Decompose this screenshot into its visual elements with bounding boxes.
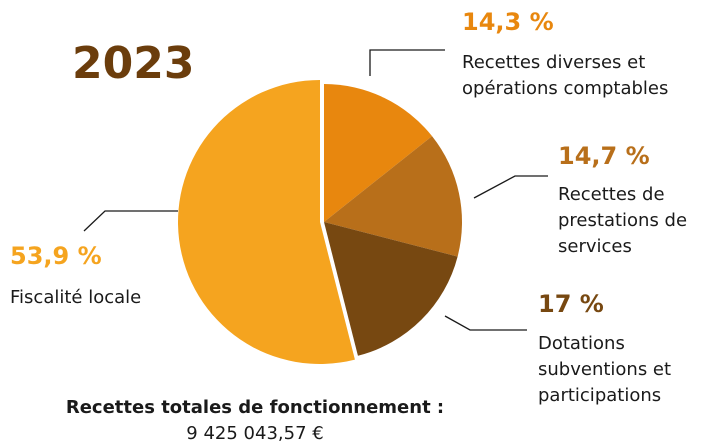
value-label: 14,3 % [462, 8, 554, 36]
leader-line [473, 175, 548, 199]
pie-slice [177, 79, 355, 364]
value-label: 17 % [538, 290, 604, 318]
category-label: Recettes de prestations de services [558, 184, 688, 257]
category-label: Dotations subventions et participations [538, 333, 672, 406]
leader-line [444, 315, 527, 331]
chart-title: 2023 [72, 38, 195, 89]
value-label: 14,7 % [558, 142, 650, 170]
total-value: 9 425 043,57 € [186, 423, 324, 444]
total-label: Recettes totales de fonctionnement : [65, 397, 445, 418]
category-label: Fiscalité locale [10, 287, 142, 308]
pie-slice [324, 84, 433, 222]
value-label: 53,9 % [10, 242, 102, 270]
leader-line [83, 210, 178, 232]
category-label: Recettes diverses et opérations comptabl… [462, 52, 669, 99]
pie-slice [324, 222, 458, 356]
pie-slice [324, 136, 462, 257]
leader-line [369, 49, 445, 76]
